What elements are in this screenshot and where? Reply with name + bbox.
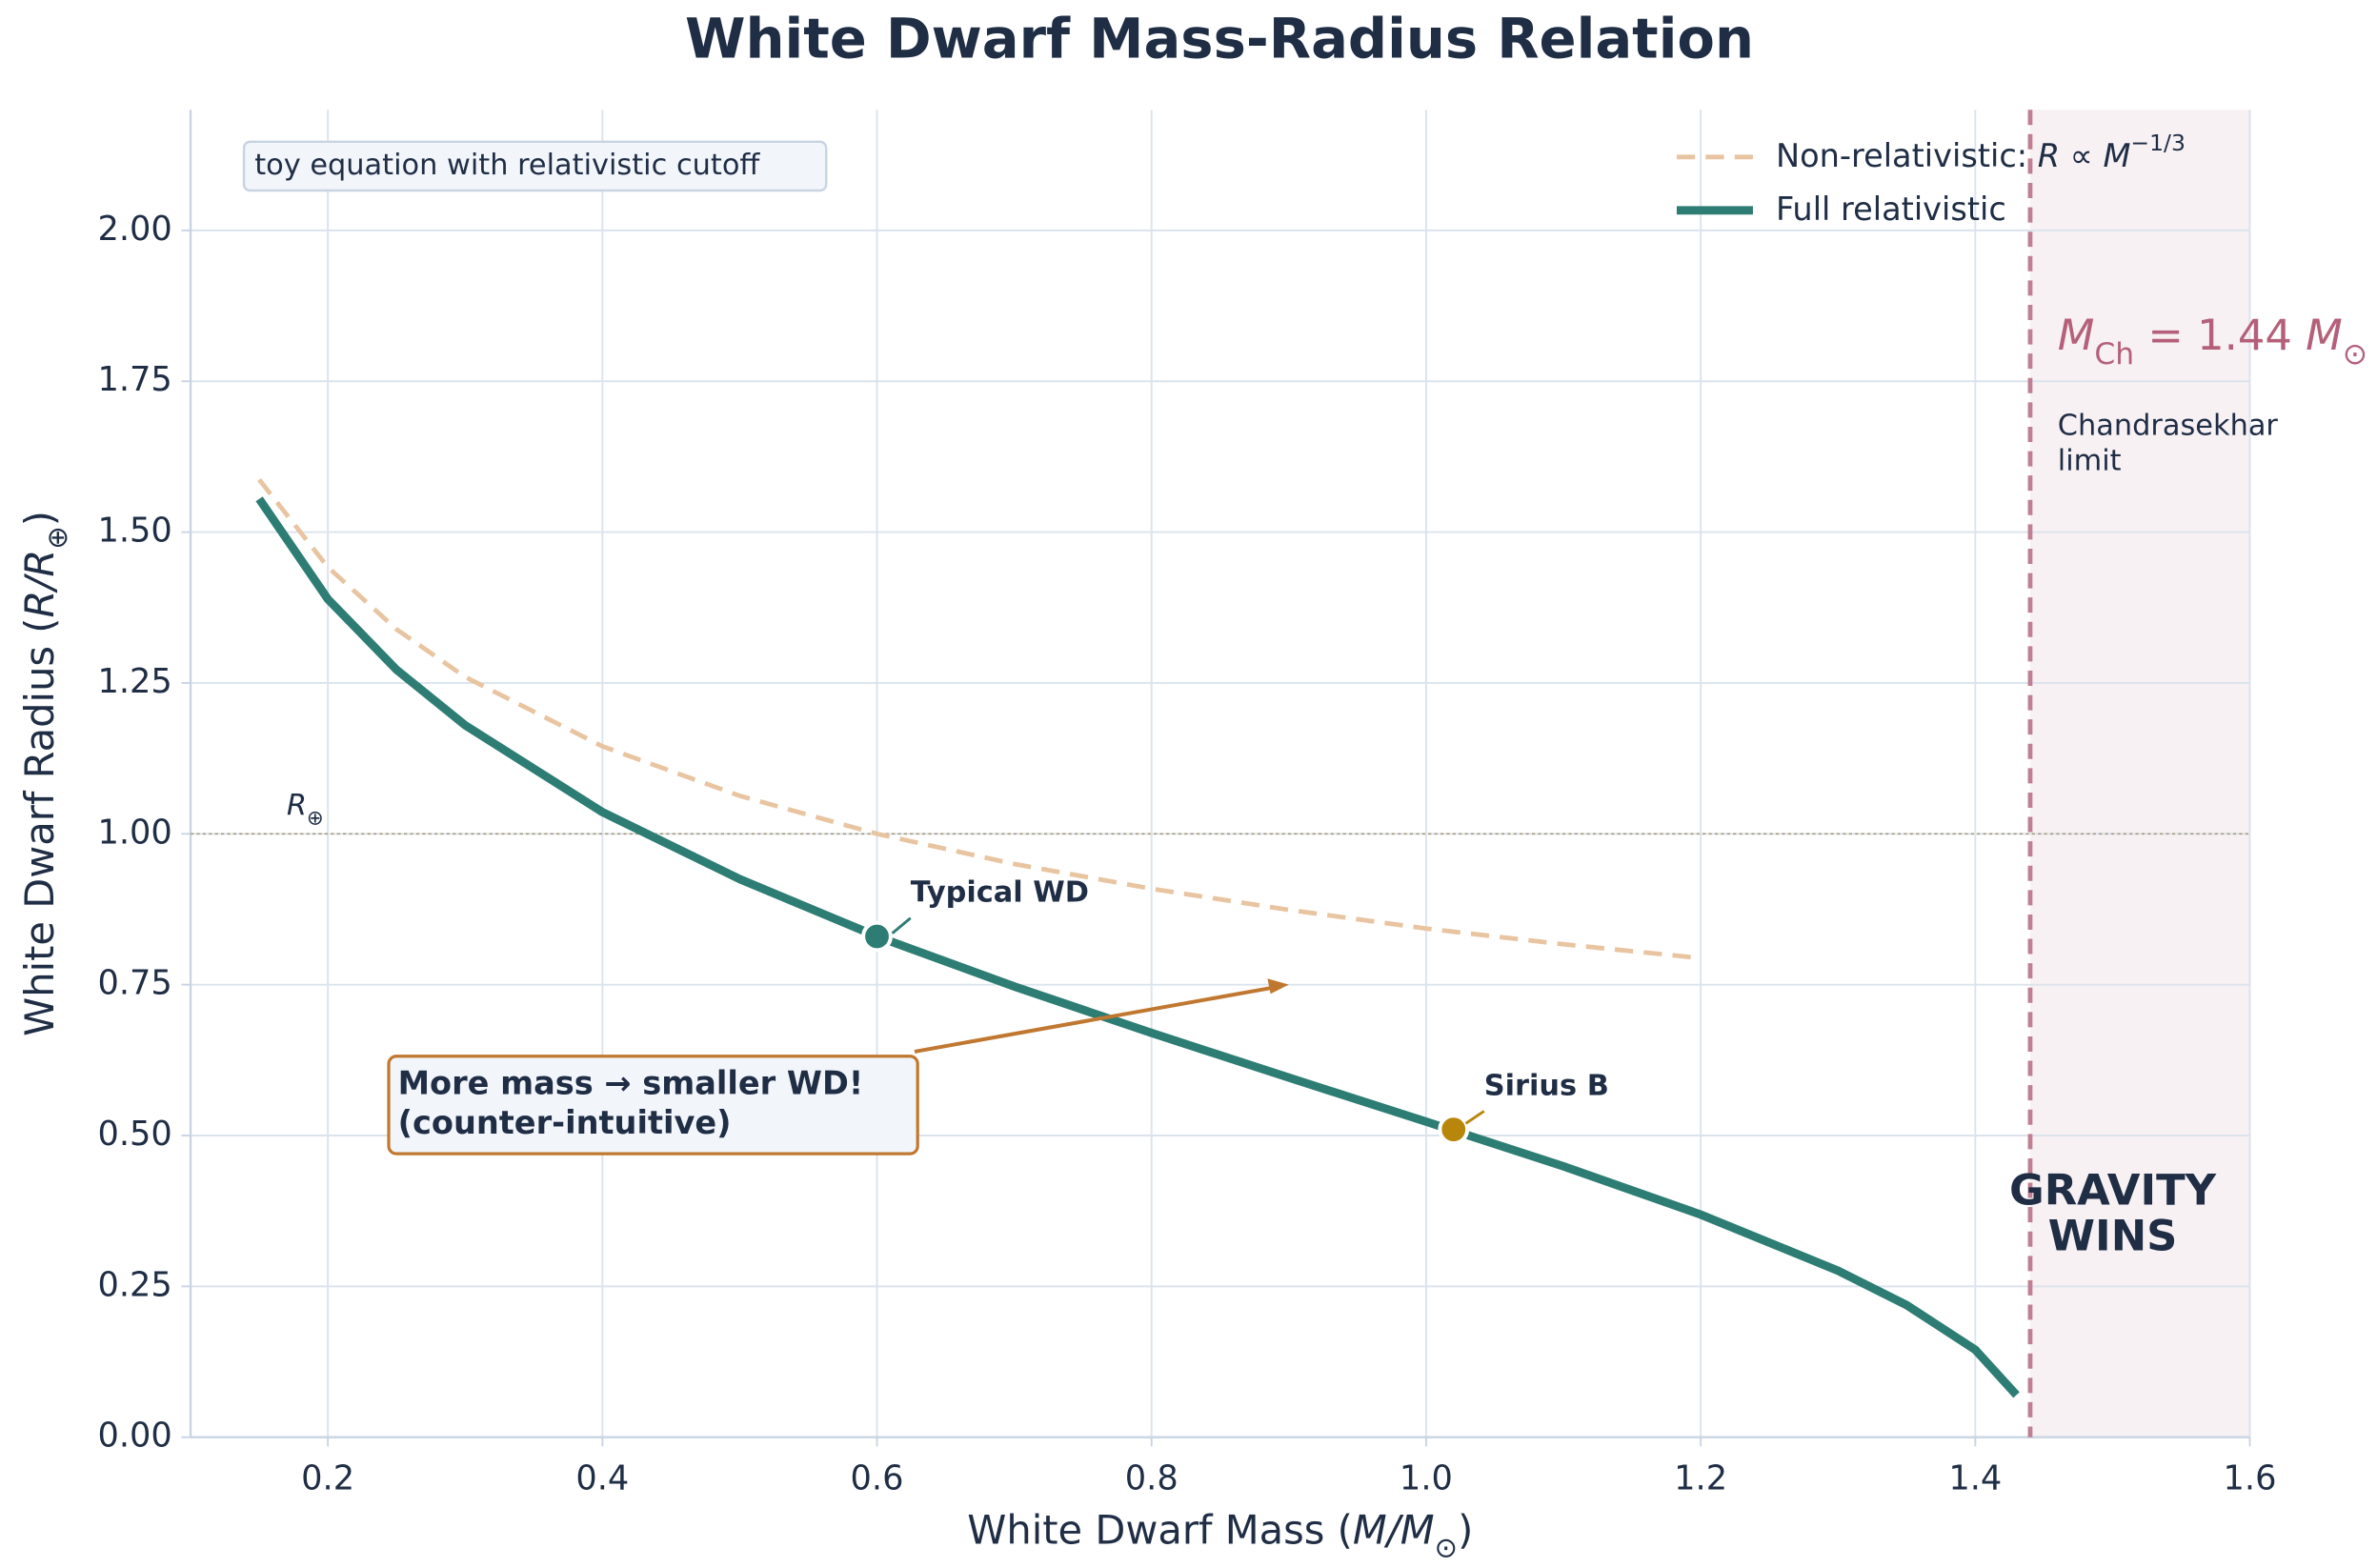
- limit-label-part: M: [2058, 310, 2095, 360]
- x-tick-label: 1.4: [1948, 1459, 2002, 1498]
- legend-label-part: R ∝ M: [2038, 136, 2131, 173]
- note-box: [242, 140, 828, 192]
- x-axis-label-part: ): [1458, 1507, 1473, 1554]
- point-label: Sirius B: [1484, 1069, 1609, 1102]
- limit-label: MCh = 1.44 M⊙: [2058, 310, 2367, 372]
- y-tick-label: 1.50: [97, 512, 171, 551]
- y-tick-label: 0.25: [97, 1265, 171, 1304]
- y-tick-label: 0.00: [97, 1417, 171, 1456]
- y-tick-label: 0.50: [97, 1115, 171, 1154]
- legend-label: Non-relativistic: R ∝ M−1/3: [1776, 129, 2186, 173]
- reference-label: R⊕: [287, 789, 324, 830]
- callout-text: More mass → smaller WD!: [398, 1065, 864, 1102]
- x-tick-label: 1.6: [2224, 1459, 2277, 1498]
- legend-label-part: Full relativistic: [1776, 190, 2006, 227]
- x-tick-label: 1.2: [1674, 1459, 1727, 1498]
- y-axis-label-part: ): [16, 511, 63, 526]
- limit-label-part: ⊙: [2343, 337, 2367, 372]
- callout-arrowhead: [1267, 978, 1289, 995]
- x-tick-label: 0.2: [301, 1459, 354, 1498]
- x-axis-label-part: M/M: [1353, 1507, 1435, 1554]
- x-tick-label: 1.0: [1400, 1459, 1453, 1498]
- limit-label-part: = 1.44: [2134, 310, 2306, 360]
- series-line: [257, 478, 1702, 961]
- series-line: [255, 496, 2020, 1398]
- y-tick-label: 0.75: [97, 964, 171, 1003]
- callout-box: [387, 1055, 919, 1156]
- note-text: toy equation with relativistic cutoff: [254, 149, 760, 182]
- legend-label-part: Non-relativistic:: [1776, 136, 2038, 173]
- x-tick-label: 0.8: [1125, 1459, 1178, 1498]
- x-axis-label-part: White Dwarf Mass (: [967, 1507, 1353, 1554]
- point: [861, 920, 893, 953]
- y-axis-label-part: ⊕: [41, 526, 73, 549]
- reference-label-part: ⊕: [307, 806, 324, 830]
- y-axis-label-part: R/R: [16, 550, 63, 618]
- limit-label-part: Ch: [2094, 337, 2134, 372]
- y-axis-label: White Dwarf Radius (R/R⊕): [16, 511, 73, 1036]
- point-label: Typical WD: [911, 876, 1089, 910]
- point: [1438, 1114, 1470, 1146]
- x-tick-label: 0.4: [575, 1459, 629, 1498]
- limit-region: [2029, 110, 2250, 1437]
- legend-label: Full relativistic: [1776, 190, 2006, 227]
- x-tick-label: 0.6: [851, 1459, 904, 1498]
- chart-title: White Dwarf Mass-Radius Relation: [685, 7, 1754, 70]
- point-arrow: [1464, 1110, 1485, 1125]
- y-tick-label: 1.00: [97, 813, 171, 852]
- callout-arrow: [914, 985, 1278, 1054]
- y-tick-label: 2.00: [97, 210, 171, 249]
- reference-label-part: R: [287, 789, 307, 822]
- callout-text: (counter-intuitive): [398, 1104, 732, 1141]
- y-axis-label-part: White Dwarf Radius (: [16, 617, 63, 1035]
- legend-label-part: −1/3: [2130, 129, 2186, 155]
- point-arrow: [891, 916, 912, 935]
- region-label: WINS: [2048, 1211, 2178, 1261]
- x-axis-label-part: ⊙: [1435, 1532, 1458, 1564]
- y-tick-label: 1.25: [97, 662, 171, 701]
- limit-label-part: M: [2306, 310, 2343, 360]
- x-axis-label: White Dwarf Mass (M/M⊙): [967, 1507, 1473, 1564]
- y-tick-label: 1.75: [97, 360, 171, 399]
- limit-note: limit: [2058, 444, 2122, 477]
- limit-note: Chandrasekhar: [2058, 409, 2279, 442]
- region-label: GRAVITY: [2009, 1165, 2217, 1216]
